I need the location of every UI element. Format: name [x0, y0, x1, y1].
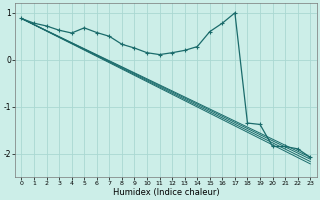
X-axis label: Humidex (Indice chaleur): Humidex (Indice chaleur) [113, 188, 219, 197]
